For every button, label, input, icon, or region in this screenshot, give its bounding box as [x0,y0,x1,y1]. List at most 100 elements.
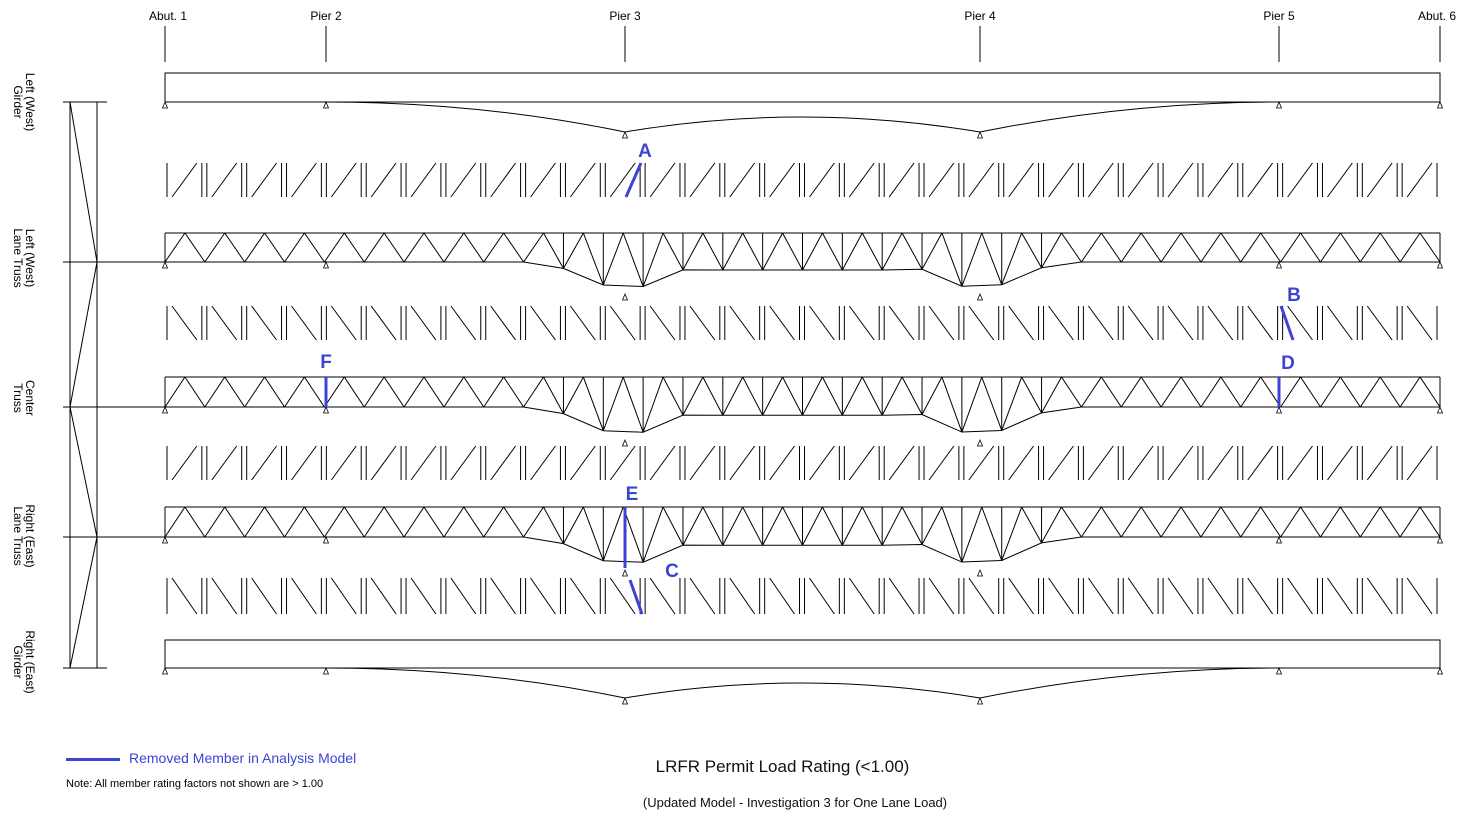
truss-web [782,232,803,271]
bracing-diagonal [609,305,636,341]
truss-web [722,232,744,271]
bracing-diagonal [530,162,556,198]
truss-web [363,506,385,538]
bracing-diagonal [809,577,835,615]
truss-web [244,232,266,263]
truss-web [841,232,863,271]
truss-web [841,376,863,416]
bracing-diagonal [649,305,676,341]
truss-web [941,506,963,563]
truss-web [463,376,485,408]
bracing-diagonal [1406,305,1433,341]
truss-web [184,506,206,538]
girder-haunch [325,101,1280,133]
truss-web [164,232,186,263]
bracing-diagonal [1008,305,1034,341]
bracing-diagonal [809,445,835,481]
truss-web [523,376,544,408]
bracing-diagonal [1167,577,1194,615]
truss-web [901,506,923,545]
bracing-diagonal [291,305,317,341]
truss-web [582,506,604,561]
bearing-icon [1436,535,1444,544]
bracing-diagonal [1247,305,1274,341]
bracing-diagonal [848,445,875,481]
bearing-icon [621,568,629,577]
truss-web [403,376,425,408]
girder-outline [164,639,1441,669]
bracing-diagonal [968,577,995,615]
truss-web [1220,376,1242,408]
truss-web [363,232,385,263]
callout-b: B [1287,285,1301,306]
truss-web [1399,232,1421,263]
bracing-diagonal [570,577,596,615]
truss-web [662,232,684,271]
bearing-icon [1436,260,1444,269]
bracing-diagonal [1366,445,1393,481]
truss-web [443,376,465,408]
bracing-diagonal [291,162,317,198]
truss-web [1320,506,1341,538]
truss-web [821,376,843,416]
truss-web [1260,506,1282,538]
bracing-diagonal [1327,445,1353,481]
bracing-diagonal [1088,305,1114,341]
support-label: Abut. 6 [1418,9,1456,23]
row-label: Right (East)Girder [11,630,37,693]
bracing-diagonal [1127,577,1154,615]
girder-haunch [325,667,1280,699]
truss-web [383,506,405,538]
bracing-diagonal [928,305,955,341]
schematic-diagonal [69,101,98,263]
truss-web [463,506,485,538]
row-label-line: Girder [11,85,25,118]
truss-web [304,506,325,538]
truss-web [1180,506,1202,538]
bracing-diagonal [928,445,955,481]
bearing-icon [161,405,169,414]
bearing-icon [322,405,330,414]
bracing-diagonal [291,445,317,481]
bracing-diagonal [1406,162,1433,198]
bracing-diagonal [410,445,437,481]
truss-web [1280,232,1301,263]
truss-web [1280,376,1301,408]
bearing-icon [621,438,629,447]
bracing-diagonal [1127,305,1154,341]
row-label: Left (West)Lane Truss [11,228,37,287]
truss-web [1001,506,1023,561]
right-girder [161,639,1444,705]
bracing-diagonal [1287,577,1313,615]
truss-web [782,506,803,546]
truss-web [642,232,664,287]
removed-member-c [628,579,644,615]
truss-web [1061,506,1082,538]
bracing-diagonal [211,577,238,615]
truss-web [1080,506,1102,538]
legend-swatch [66,758,120,761]
bearing-icon [1436,666,1444,675]
support-label: Pier 3 [609,9,641,23]
truss-web [762,506,784,546]
bracing-diagonal [1406,577,1433,615]
truss-web [682,506,704,546]
truss-web [1300,232,1321,263]
truss-web [622,376,644,433]
truss-web [423,376,445,408]
callout-d: D [1281,353,1295,374]
row-label-line: Left (West) [23,229,37,287]
truss-web [503,232,525,263]
bearing-icon [1275,260,1283,269]
truss-web [1160,232,1182,263]
truss-web [881,376,903,416]
bracing-diagonal [490,162,516,198]
truss-web [1419,376,1441,408]
truss-web [662,506,684,546]
truss-web [1100,376,1122,408]
truss-web [1280,506,1301,538]
truss-web [861,232,883,271]
bracing-diagonal [291,577,317,615]
removed-members [324,162,1295,615]
